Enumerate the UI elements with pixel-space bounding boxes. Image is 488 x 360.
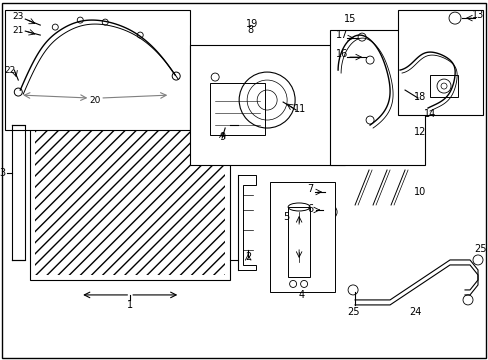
Text: 10: 10 xyxy=(413,187,426,197)
Text: 23: 23 xyxy=(13,12,24,21)
Bar xyxy=(30,105,230,280)
Text: 7: 7 xyxy=(306,184,313,194)
Text: 11: 11 xyxy=(293,104,305,114)
Text: 2: 2 xyxy=(244,252,251,262)
Text: 6: 6 xyxy=(306,204,312,214)
Text: 24: 24 xyxy=(408,307,420,317)
Text: 8: 8 xyxy=(246,25,253,35)
Text: 19: 19 xyxy=(245,19,258,29)
Bar xyxy=(287,207,309,277)
Text: 22: 22 xyxy=(5,66,16,75)
Text: 25: 25 xyxy=(473,244,485,254)
Text: 20: 20 xyxy=(89,95,101,104)
Text: 14: 14 xyxy=(423,109,435,119)
Text: 3: 3 xyxy=(0,168,5,178)
Text: 15: 15 xyxy=(343,14,356,24)
Text: 1: 1 xyxy=(127,300,133,310)
Bar xyxy=(429,75,457,97)
Text: 18: 18 xyxy=(413,92,426,102)
Bar xyxy=(329,30,424,165)
Text: 21: 21 xyxy=(13,26,24,35)
Bar xyxy=(5,10,190,130)
Text: 25: 25 xyxy=(346,307,359,317)
Text: 17: 17 xyxy=(335,30,347,40)
Bar xyxy=(269,182,334,292)
Bar xyxy=(210,83,264,135)
Text: 13: 13 xyxy=(471,10,483,20)
Bar xyxy=(190,45,345,165)
Text: 16: 16 xyxy=(335,49,347,59)
Bar xyxy=(35,110,224,275)
Text: 9: 9 xyxy=(219,132,225,142)
Bar xyxy=(397,10,482,115)
Text: 4: 4 xyxy=(299,290,305,300)
Text: 5: 5 xyxy=(283,212,289,222)
Text: 12: 12 xyxy=(413,127,426,137)
